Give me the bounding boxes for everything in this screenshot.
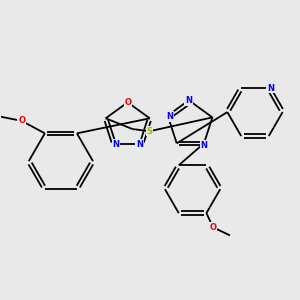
Text: S: S: [146, 127, 152, 136]
Text: N: N: [267, 84, 274, 93]
Text: N: N: [136, 140, 143, 149]
Text: N: N: [185, 96, 192, 105]
Text: N: N: [167, 112, 174, 121]
Text: O: O: [124, 98, 131, 107]
Text: N: N: [112, 140, 119, 149]
Text: N: N: [200, 141, 208, 150]
Text: O: O: [18, 116, 25, 125]
Text: O: O: [210, 223, 217, 232]
